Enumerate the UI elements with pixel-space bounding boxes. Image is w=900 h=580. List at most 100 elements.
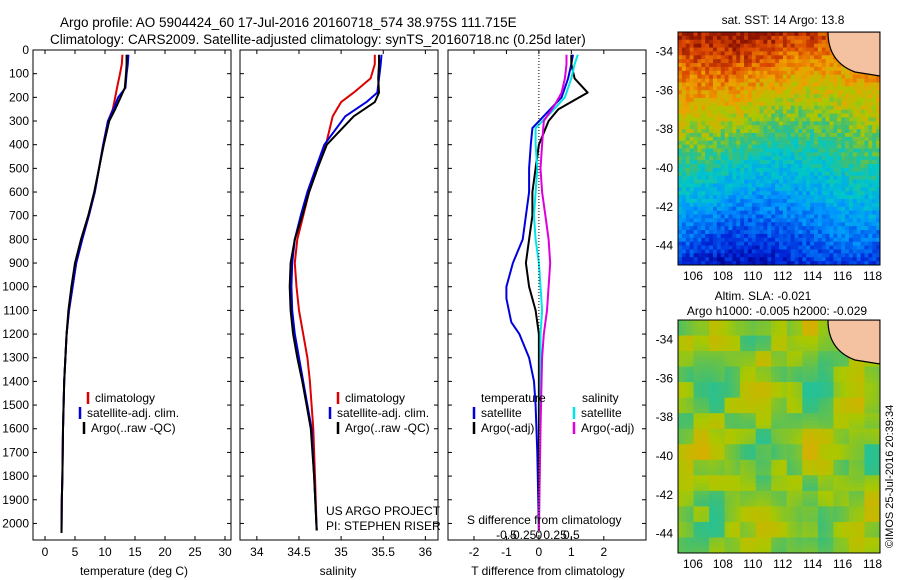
map-cell — [802, 148, 807, 153]
map-cell — [697, 113, 702, 119]
map-cell — [852, 405, 858, 410]
map-cell — [825, 432, 831, 438]
map-cell — [775, 109, 780, 115]
map-cell — [806, 241, 811, 247]
map-cell — [751, 66, 757, 72]
map-cell — [837, 261, 842, 265]
map-cell — [810, 409, 815, 414]
map-cell — [860, 233, 866, 239]
map-cell — [821, 113, 827, 119]
map-cell — [848, 222, 854, 227]
map-cell — [689, 70, 695, 76]
y-tick-label: 1100 — [3, 303, 29, 317]
map-cell — [732, 230, 737, 235]
map-cell — [747, 245, 753, 251]
map-cell — [751, 47, 757, 53]
map-cell — [794, 420, 800, 426]
map-cell — [852, 175, 858, 181]
map-cell — [705, 420, 710, 426]
map-cell — [701, 358, 706, 364]
map-cell — [732, 374, 737, 379]
map-cell — [697, 218, 702, 223]
map-cell — [779, 358, 784, 364]
map-cell — [678, 82, 683, 87]
map-cell — [786, 171, 792, 177]
map-cell — [813, 94, 819, 99]
map-cell — [872, 226, 877, 231]
map-cell — [755, 222, 761, 227]
map-cell — [767, 389, 772, 395]
map-cell — [833, 167, 838, 173]
map-cell — [751, 129, 757, 134]
map-cell — [798, 70, 803, 76]
map-cell — [720, 362, 726, 368]
map-cell — [755, 420, 761, 426]
map-cell — [848, 366, 854, 372]
map-cell — [876, 397, 880, 403]
map-cell — [724, 351, 730, 356]
map-cell — [705, 214, 710, 219]
map-cell — [681, 202, 687, 208]
map-cell — [709, 129, 714, 134]
map-cell — [775, 160, 780, 165]
map-cell — [845, 393, 850, 399]
map-cell — [829, 152, 834, 157]
map-cell — [775, 424, 780, 430]
map-cell — [744, 132, 749, 138]
map-cell — [779, 198, 784, 204]
map-cell — [829, 121, 834, 126]
map-cell — [747, 397, 753, 403]
map-cell — [685, 160, 691, 165]
map-cell — [689, 63, 695, 68]
map-cell — [716, 366, 722, 372]
map-cell — [767, 105, 772, 111]
map-cell — [856, 156, 862, 161]
map-cell — [775, 129, 780, 134]
map-cell — [681, 214, 687, 219]
map-cell — [779, 43, 784, 49]
map-cell — [697, 339, 702, 344]
map-cell — [794, 70, 800, 76]
map-cell — [821, 249, 827, 254]
map-cell — [705, 347, 710, 352]
map-cell — [876, 132, 880, 138]
map-cell — [837, 401, 842, 407]
map-cell — [740, 261, 745, 265]
map-cell — [813, 125, 819, 130]
map-cell — [790, 214, 796, 219]
map-cell — [740, 183, 745, 188]
map-cell — [705, 51, 710, 56]
map-cell — [813, 109, 819, 115]
map-cell — [860, 210, 866, 216]
map-cell — [771, 136, 776, 142]
map-cell — [759, 59, 765, 64]
map-cell — [817, 191, 823, 196]
map-cell — [775, 47, 780, 53]
map-cell — [872, 171, 877, 177]
map-cell — [751, 374, 757, 379]
map-cell — [845, 245, 850, 251]
map-cell — [744, 245, 749, 251]
map-cell — [864, 136, 869, 142]
map-cell — [821, 140, 827, 146]
map-cell — [693, 187, 699, 192]
map-cell — [763, 413, 768, 418]
map-cell — [817, 218, 823, 223]
map-cell — [701, 245, 706, 251]
map-cell — [782, 241, 788, 247]
map-cell — [716, 148, 722, 153]
map-cell — [747, 393, 753, 399]
map-cell — [813, 413, 819, 418]
map-cell — [872, 117, 877, 122]
map-cell — [763, 257, 768, 262]
map-cell — [678, 339, 683, 344]
map-cell — [802, 432, 807, 438]
map-cell — [728, 156, 733, 161]
map-cell — [852, 198, 858, 204]
map-cell — [779, 389, 784, 395]
map-cell — [744, 226, 749, 231]
map-cell — [697, 214, 702, 219]
map-cell — [681, 401, 687, 407]
map-cell — [705, 164, 710, 169]
map-cell — [751, 117, 757, 122]
